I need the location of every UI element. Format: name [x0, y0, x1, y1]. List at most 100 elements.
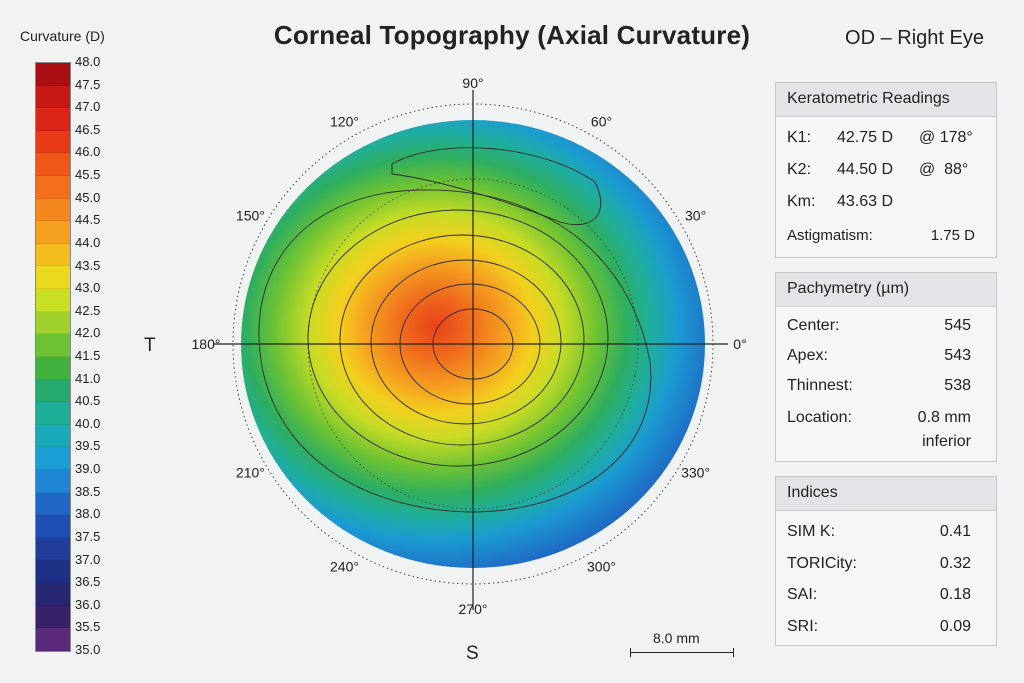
contour-lines	[258, 147, 652, 513]
k1-axis: @ 178°	[919, 129, 973, 146]
astigmatism-row: Astigmatism: 1.75 D	[787, 227, 985, 244]
scale-segment	[36, 515, 70, 538]
scale-segment	[36, 379, 70, 403]
pachy-value: 543	[944, 347, 971, 364]
pachy-value: 545	[944, 317, 971, 334]
scale-bar-right-cap	[733, 648, 734, 657]
km-row: Km: 43.63 D	[787, 193, 985, 211]
scale-segment	[36, 85, 70, 109]
scale-tick-label: 47.5	[75, 76, 101, 92]
scale-segment	[36, 628, 70, 651]
scale-tick-label: 44.5	[75, 212, 101, 228]
pachy-label: Thinnest:	[787, 377, 853, 394]
scale-segment	[36, 221, 70, 244]
scale-tick-label: 42.5	[75, 302, 101, 318]
index-value: 0.32	[939, 555, 971, 572]
pachymetry-panel: Pachymetry (µm) Center: 545 Apex: 543 Th…	[775, 272, 997, 462]
pachy-location-line2: inferior	[922, 433, 971, 450]
scale-segment	[36, 605, 70, 629]
angle-label: 0°	[733, 336, 746, 352]
pachy-row: Thinnest: 538	[787, 377, 985, 395]
indices-title: Indices	[776, 477, 996, 511]
superior-label: S	[466, 643, 479, 664]
angle-label: 90°	[462, 75, 483, 91]
scale-segment	[36, 311, 70, 335]
scale-tick-label: 42.0	[75, 325, 101, 341]
scale-bar-left-cap	[630, 648, 631, 657]
angle-label: 120°	[330, 113, 359, 129]
scale-segment	[36, 130, 70, 154]
k1-row: K1: 42.75 D @ 178°	[787, 129, 985, 147]
scale-segment	[36, 176, 70, 199]
scale-tick-label: 35.5	[75, 619, 101, 635]
scale-tick-label: 46.5	[75, 121, 101, 137]
index-value: 0.18	[939, 586, 971, 603]
pachy-value: 538	[944, 377, 971, 394]
scale-segment	[36, 198, 70, 222]
topography-map: 90° 60° 30° 0° 330° 300° 270° 240° 210° 180° 150° 1…	[144, 75, 747, 664]
pachy-label: Location:	[787, 409, 852, 426]
scale-tick-label: 39.5	[75, 438, 101, 454]
index-row: SAI: 0.18	[787, 586, 985, 604]
angle-label: 300°	[587, 559, 616, 575]
scale-tick-label: 47.0	[75, 99, 101, 115]
scale-segment	[36, 469, 70, 493]
angle-labels: 90° 60° 30° 0° 330° 300° 270° 240° 210° 180° 150° 1…	[192, 75, 747, 617]
scale-tick-label: 45.0	[75, 189, 101, 205]
astigmatism-value: 1.75 D	[930, 227, 975, 244]
scale-segment	[36, 243, 70, 267]
scale-tick-label: 37.5	[75, 528, 101, 544]
scale-segment	[36, 153, 70, 177]
scale-tick-label: 38.0	[75, 506, 101, 522]
pachy-row: Apex: 543	[787, 347, 985, 365]
color-scale	[35, 62, 71, 652]
scale-segment	[36, 583, 70, 606]
pachy-label: Apex:	[787, 347, 828, 364]
astigmatism-label: Astigmatism:	[787, 227, 873, 244]
scale-tick-label: 43.5	[75, 257, 101, 273]
index-row: SRI: 0.09	[787, 618, 985, 636]
scale-segment	[36, 356, 70, 380]
angle-label: 240°	[330, 559, 359, 575]
scale-tick-label: 37.0	[75, 551, 101, 567]
eye-label: OD – Right Eye	[845, 27, 984, 49]
angle-label: 150°	[236, 208, 265, 224]
k2-axis: @ 88°	[919, 161, 969, 178]
scale-tick-label: 40.5	[75, 393, 101, 409]
scale-tick-label: 41.5	[75, 348, 101, 363]
index-label: SAI:	[787, 586, 818, 603]
keratometric-panel: Keratometric Readings K1: 42.75 D @ 178°…	[775, 82, 997, 258]
scale-tick-label: 48.0	[75, 54, 101, 69]
scale-tick-label: 35.0	[75, 642, 101, 657]
index-value: 0.09	[939, 618, 971, 635]
index-value: 0.41	[939, 523, 971, 540]
angle-label: 180°	[192, 336, 221, 352]
scale-tick-label: 45.5	[75, 167, 101, 183]
scale-tick-label: 36.0	[75, 596, 101, 612]
scale-tick-label: 40.0	[75, 415, 101, 431]
scale-tick-label: 44.0	[75, 234, 101, 250]
angle-label: 30°	[685, 208, 706, 224]
pachy-label: Center:	[787, 317, 840, 334]
scale-tick-label: 36.5	[75, 574, 101, 590]
angle-label: 60°	[591, 113, 612, 129]
scale-segment	[36, 537, 70, 561]
scale-bar-label: 8.0 mm	[653, 630, 700, 646]
index-label: SIM K:	[787, 523, 836, 540]
k1-label: K1:	[787, 129, 812, 146]
scale-segment	[36, 266, 70, 290]
scale-tick-label: 39.0	[75, 461, 101, 477]
pachy-value: 0.8 mm	[917, 409, 971, 426]
index-label: SRI:	[787, 618, 819, 635]
k2-value: 44.50 D	[837, 161, 894, 178]
angle-label: 210°	[236, 465, 265, 481]
km-value: 43.63 D	[837, 193, 894, 210]
pachy-row: Location: 0.8 mm	[787, 409, 985, 427]
pachymetry-title: Pachymetry (µm)	[776, 273, 996, 307]
scale-segment	[36, 63, 70, 86]
scale-bar	[630, 652, 734, 653]
angle-label: 330°	[681, 465, 710, 481]
keratometric-title: Keratometric Readings	[776, 83, 996, 117]
scale-segment	[36, 108, 70, 131]
km-label: Km:	[787, 193, 816, 210]
